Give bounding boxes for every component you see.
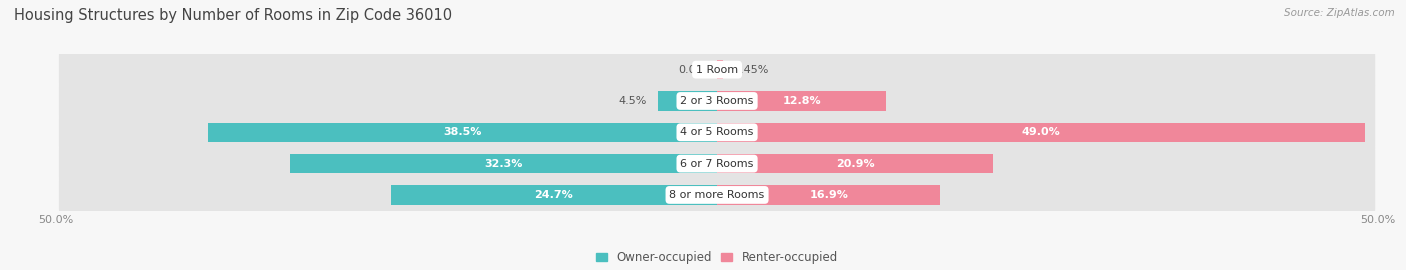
Bar	[658, 91, 717, 111]
Text: 1 Room: 1 Room	[696, 65, 738, 75]
FancyBboxPatch shape	[59, 110, 1375, 155]
Bar	[717, 185, 941, 205]
Text: 6 or 7 Rooms: 6 or 7 Rooms	[681, 158, 754, 169]
Bar	[290, 154, 717, 173]
Text: 4.5%: 4.5%	[619, 96, 647, 106]
Text: Housing Structures by Number of Rooms in Zip Code 36010: Housing Structures by Number of Rooms in…	[14, 8, 453, 23]
Bar	[208, 123, 717, 142]
Bar	[717, 123, 1365, 142]
Bar	[717, 91, 886, 111]
FancyBboxPatch shape	[59, 141, 1375, 186]
Text: 0.45%: 0.45%	[734, 65, 769, 75]
Bar	[391, 185, 717, 205]
Bar	[717, 60, 723, 79]
Text: 0.0%: 0.0%	[678, 65, 706, 75]
FancyBboxPatch shape	[59, 172, 1375, 218]
Bar	[717, 154, 993, 173]
Legend: Owner-occupied, Renter-occupied: Owner-occupied, Renter-occupied	[596, 251, 838, 264]
Text: 8 or more Rooms: 8 or more Rooms	[669, 190, 765, 200]
Text: 24.7%: 24.7%	[534, 190, 574, 200]
Text: 12.8%: 12.8%	[782, 96, 821, 106]
Text: 32.3%: 32.3%	[485, 158, 523, 169]
FancyBboxPatch shape	[59, 78, 1375, 124]
Text: 20.9%: 20.9%	[835, 158, 875, 169]
Text: 49.0%: 49.0%	[1022, 127, 1060, 137]
Text: 4 or 5 Rooms: 4 or 5 Rooms	[681, 127, 754, 137]
FancyBboxPatch shape	[59, 47, 1375, 92]
Text: 2 or 3 Rooms: 2 or 3 Rooms	[681, 96, 754, 106]
Text: 16.9%: 16.9%	[810, 190, 848, 200]
Text: 38.5%: 38.5%	[443, 127, 482, 137]
Text: Source: ZipAtlas.com: Source: ZipAtlas.com	[1284, 8, 1395, 18]
